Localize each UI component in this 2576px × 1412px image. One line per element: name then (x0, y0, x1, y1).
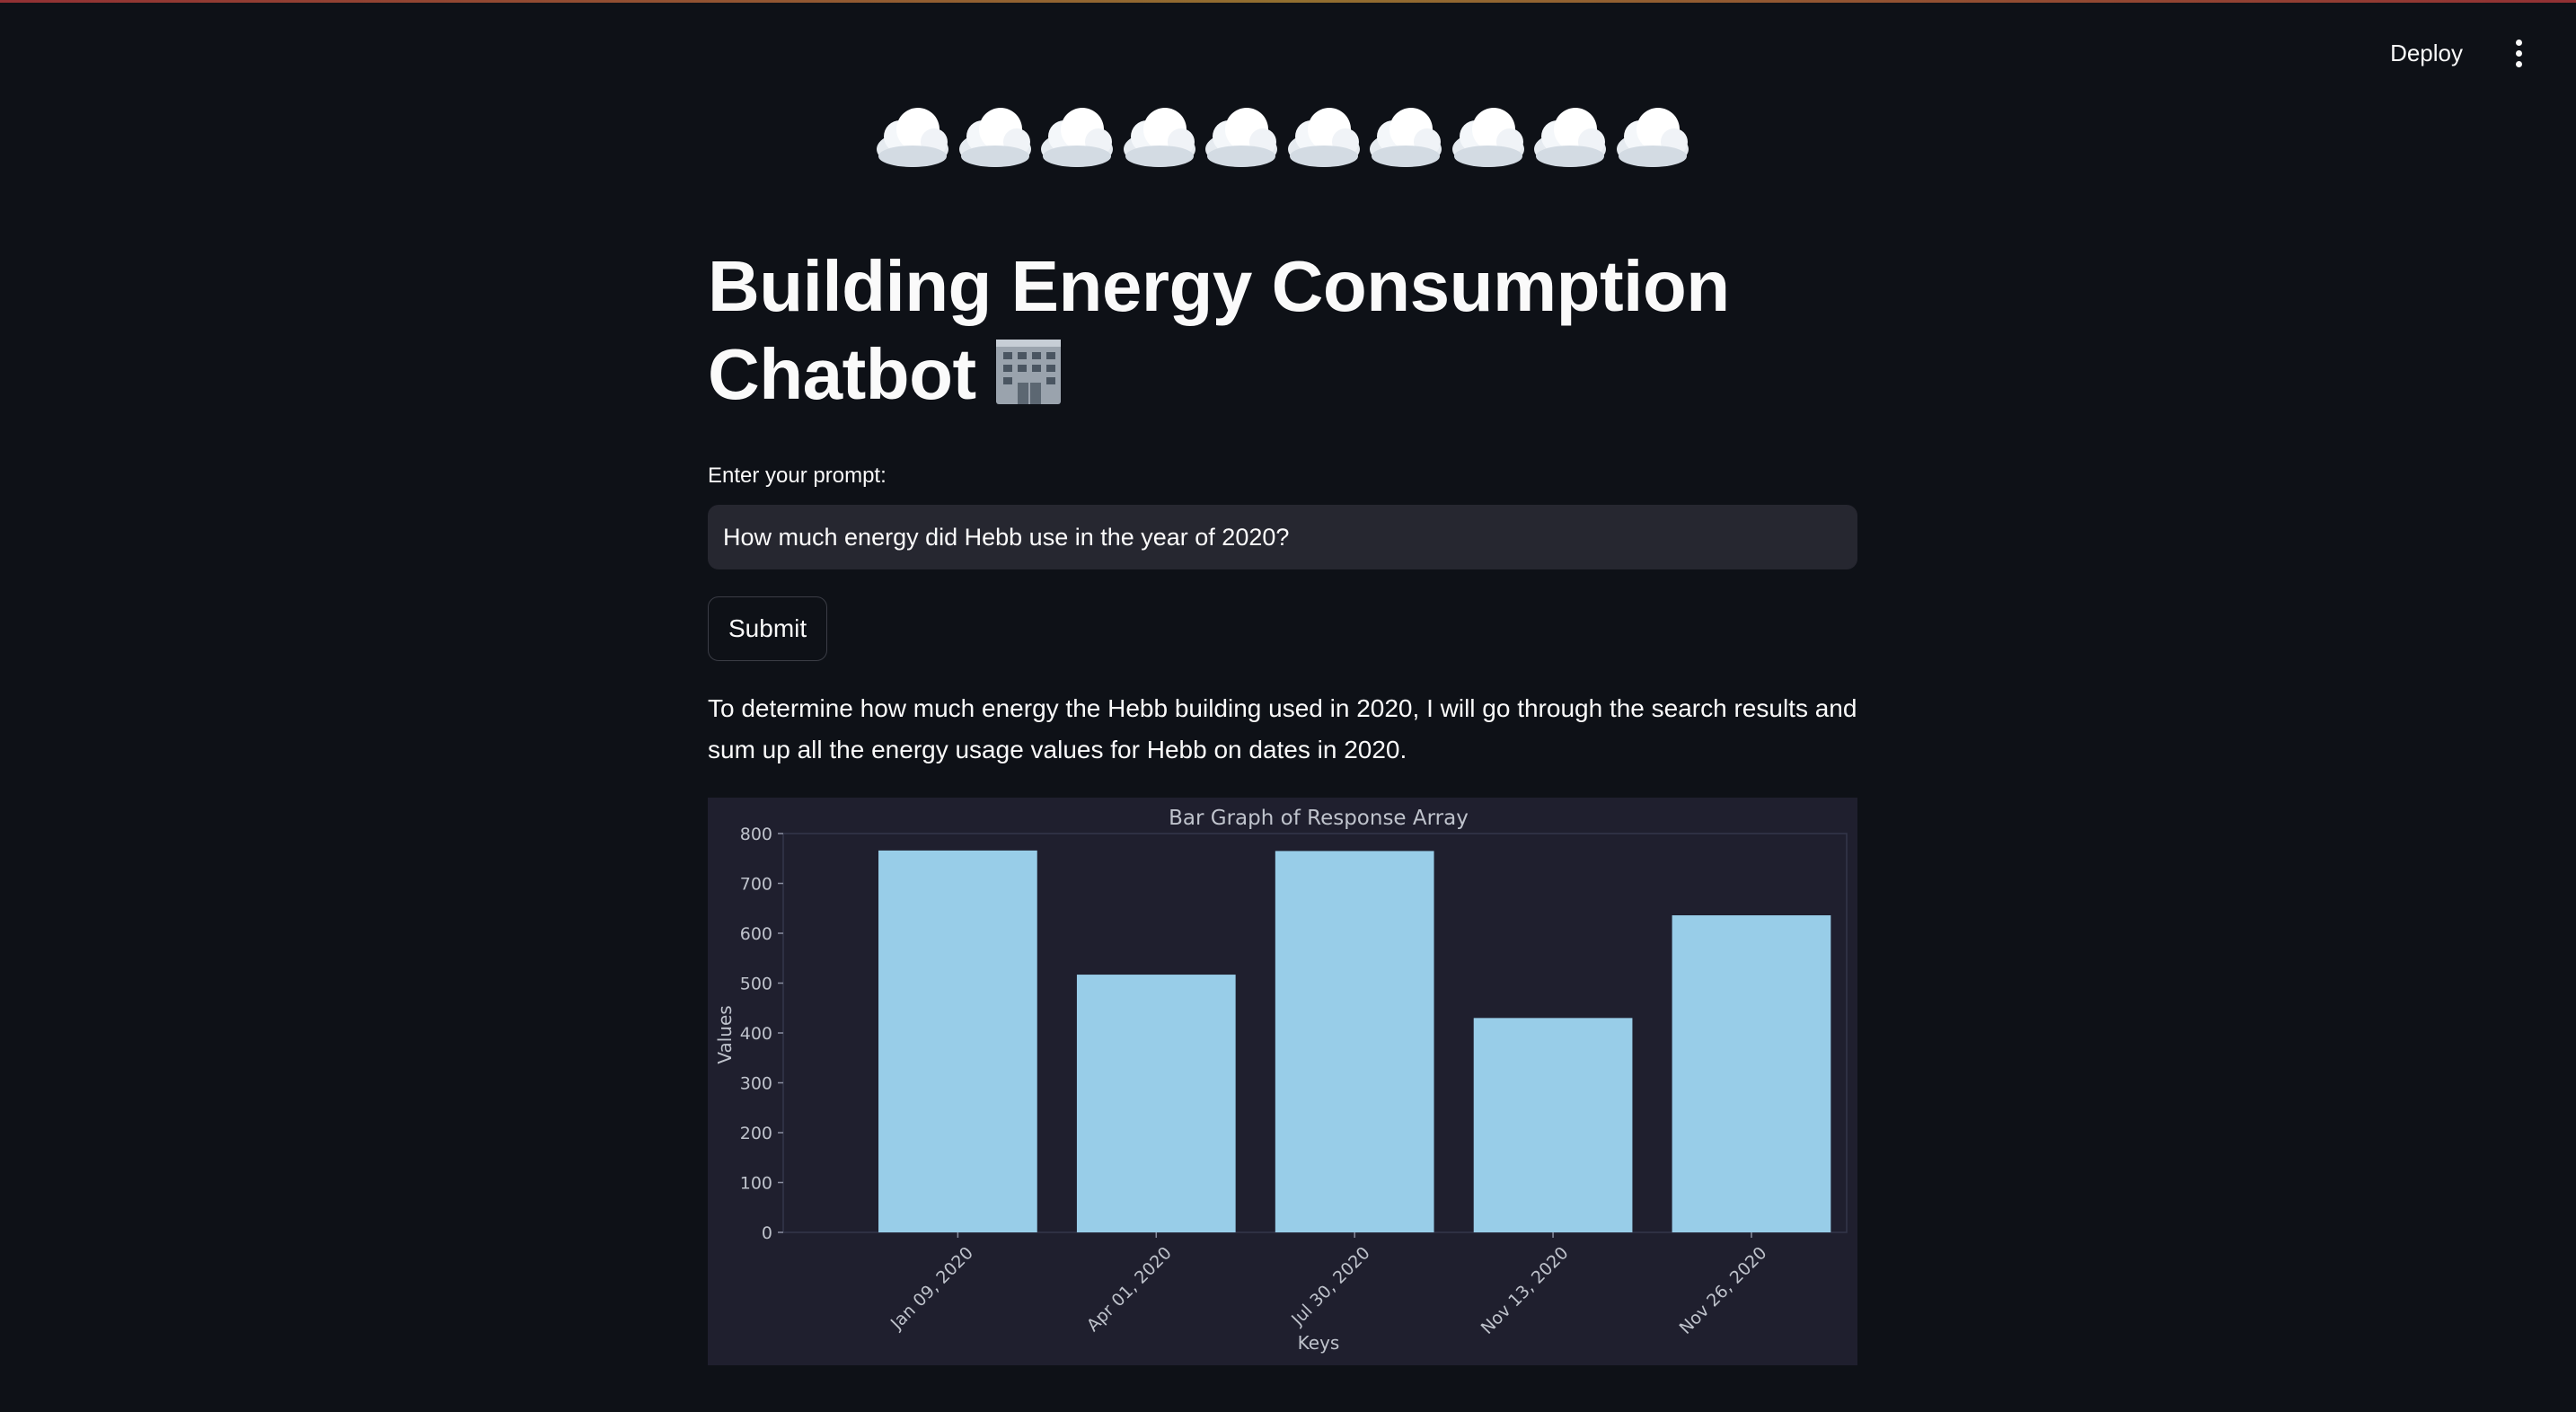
cloud-icon (1037, 101, 1116, 172)
cloud-banner (873, 101, 1699, 181)
page-title-line1: Building Energy Consumption (708, 246, 1730, 326)
cloud-icon (1613, 101, 1692, 172)
x-tick-label: Apr 01, 2020 (1083, 1243, 1176, 1336)
x-tick-label: Nov 13, 2020 (1478, 1243, 1573, 1338)
y-tick-label: 100 (740, 1174, 772, 1194)
response-text: To determine how much energy the Hebb bu… (708, 694, 1857, 763)
bar-chart: Bar Graph of Response Array Keys Values … (708, 798, 1857, 1365)
page-title-line2: Chatbot (708, 334, 976, 414)
chart-svg: Bar Graph of Response Array Keys Values … (714, 807, 1848, 1354)
y-tick-label: 800 (740, 825, 772, 844)
office-building-icon (992, 336, 1064, 426)
chart-x-label: Keys (1298, 1332, 1340, 1354)
y-tick-label: 500 (740, 975, 772, 994)
top-accent-line (0, 0, 2576, 3)
cloud-icon (1284, 101, 1363, 172)
cloud-icon (873, 101, 952, 172)
y-tick-label: 600 (740, 924, 772, 944)
page-title: Building Energy Consumption Chatbot (708, 243, 1857, 426)
y-tick-label: 0 (762, 1223, 772, 1243)
cloud-icon (1202, 101, 1281, 172)
y-tick-label: 400 (740, 1024, 772, 1044)
bar (1076, 975, 1236, 1232)
chart-y-label: Values (714, 1005, 736, 1063)
bar (1473, 1018, 1633, 1232)
cloud-icon (956, 101, 1035, 172)
main-menu-icon[interactable] (2508, 36, 2529, 72)
deploy-button[interactable]: Deploy (2390, 40, 2463, 66)
bar (1275, 851, 1434, 1232)
main-content: Building Energy Consumption Chatbot Ente… (708, 243, 1857, 1365)
chart-title: Bar Graph of Response Array (1169, 807, 1469, 830)
x-tick-label: Jul 30, 2020 (1287, 1243, 1374, 1330)
x-tick-label: Nov 26, 2020 (1676, 1243, 1771, 1338)
y-tick-label: 300 (740, 1074, 772, 1094)
bar (878, 850, 1037, 1232)
y-tick-label: 200 (740, 1124, 772, 1143)
prompt-label: Enter your prompt: (708, 463, 887, 488)
prompt-input[interactable] (708, 505, 1857, 569)
cloud-icon (1366, 101, 1445, 172)
toolbar: Deploy (2385, 32, 2529, 75)
y-tick-label: 700 (740, 875, 772, 895)
cloud-icon (1531, 101, 1610, 172)
cloud-icon (1120, 101, 1199, 172)
submit-button[interactable]: Submit (708, 596, 828, 661)
x-tick-label: Jan 09, 2020 (887, 1243, 977, 1334)
bar (1672, 915, 1831, 1232)
cloud-icon (1449, 101, 1528, 172)
